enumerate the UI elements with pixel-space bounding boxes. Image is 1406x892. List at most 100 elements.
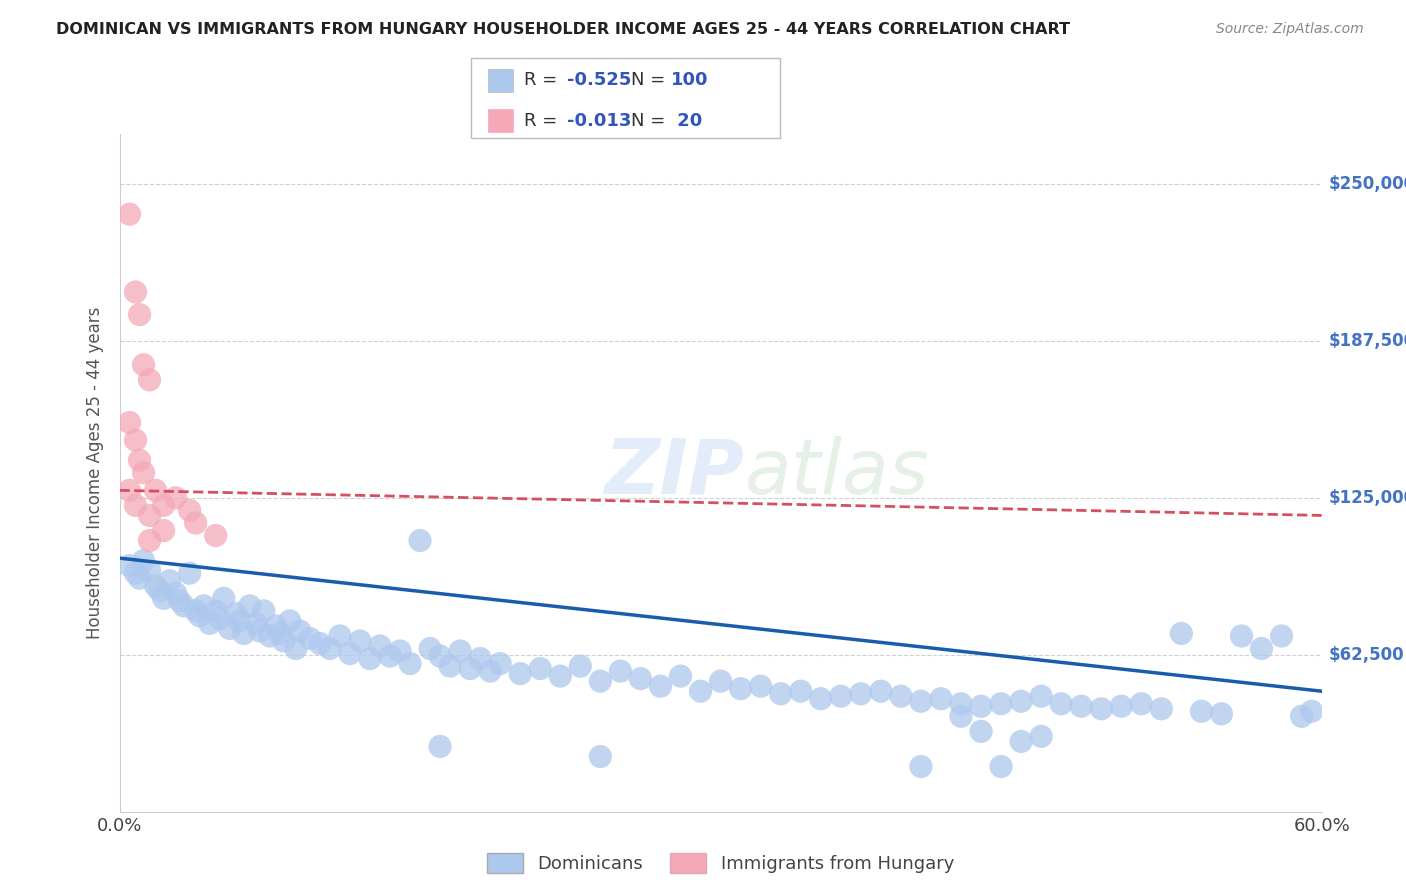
Point [550, 669, 572, 683]
Point [128, 571, 150, 585]
Point [609, 664, 631, 678]
Point [1291, 709, 1313, 723]
Text: ZIP: ZIP [605, 436, 745, 509]
Point [359, 651, 381, 665]
Y-axis label: Householder Income Ages 25 - 44 years: Householder Income Ages 25 - 44 years [86, 307, 104, 639]
Point [284, 641, 307, 656]
Point [569, 659, 592, 673]
Point [479, 664, 502, 678]
Point [329, 629, 352, 643]
Point [849, 687, 872, 701]
Point [429, 739, 451, 754]
Point [149, 583, 172, 598]
Point [124, 285, 146, 299]
Text: atlas: atlas [745, 436, 929, 509]
Point [1170, 626, 1192, 640]
Point [124, 433, 146, 447]
Text: N =: N = [631, 112, 671, 129]
Point [218, 622, 240, 636]
Point [145, 483, 167, 498]
Point [152, 591, 174, 606]
Point [890, 690, 912, 704]
Point [1029, 690, 1052, 704]
Point [228, 614, 252, 628]
Point [950, 709, 973, 723]
Point [468, 651, 492, 665]
Text: R =: R = [524, 71, 564, 89]
Text: N =: N = [631, 71, 671, 89]
Point [689, 684, 711, 698]
Point [1010, 734, 1032, 748]
Point [132, 358, 155, 372]
Point [152, 524, 174, 538]
Point [1250, 641, 1272, 656]
Point [273, 634, 295, 648]
Point [790, 684, 813, 698]
Point [208, 611, 231, 625]
Point [253, 604, 276, 618]
Point [128, 308, 150, 322]
Point [169, 594, 191, 608]
Point [1191, 704, 1213, 718]
Point [184, 516, 207, 530]
Point [179, 566, 201, 581]
Point [368, 639, 391, 653]
Legend: Dominicans, Immigrants from Hungary: Dominicans, Immigrants from Hungary [479, 846, 962, 880]
Point [1070, 699, 1092, 714]
Point [449, 644, 471, 658]
Point [388, 644, 412, 658]
Point [145, 579, 167, 593]
Text: $125,000: $125,000 [1329, 489, 1406, 507]
Point [193, 599, 215, 613]
Point [910, 694, 932, 708]
Point [1301, 704, 1323, 718]
Point [1230, 629, 1253, 643]
Point [152, 499, 174, 513]
Point [1211, 706, 1233, 721]
Text: -0.525: -0.525 [567, 71, 631, 89]
Point [1050, 697, 1073, 711]
Point [159, 574, 181, 588]
Point [970, 699, 993, 714]
Point [339, 647, 361, 661]
Point [709, 674, 731, 689]
Point [188, 608, 211, 623]
Point [749, 679, 772, 693]
Point [132, 554, 155, 568]
Point [264, 619, 287, 633]
Point [138, 533, 160, 548]
Point [118, 558, 141, 573]
Point [950, 697, 973, 711]
Point [589, 674, 612, 689]
Point [212, 591, 235, 606]
Point [378, 648, 401, 663]
Point [910, 759, 932, 773]
Point [830, 690, 852, 704]
Point [128, 453, 150, 467]
Point [970, 724, 993, 739]
Point [225, 607, 247, 621]
Point [1271, 629, 1294, 643]
Point [810, 691, 832, 706]
Point [439, 659, 461, 673]
Point [869, 684, 893, 698]
Point [118, 207, 141, 221]
Point [990, 697, 1012, 711]
Point [278, 614, 301, 628]
Point [124, 499, 146, 513]
Text: $62,500: $62,500 [1329, 646, 1405, 664]
Point [165, 491, 187, 505]
Point [929, 691, 952, 706]
Point [489, 657, 512, 671]
Point [630, 672, 652, 686]
Point [239, 599, 262, 613]
Text: 100: 100 [671, 71, 709, 89]
Point [173, 599, 195, 613]
Point [259, 629, 281, 643]
Text: -0.013: -0.013 [567, 112, 631, 129]
Text: Source: ZipAtlas.com: Source: ZipAtlas.com [1216, 22, 1364, 37]
Point [1130, 697, 1153, 711]
Text: 20: 20 [671, 112, 702, 129]
Point [118, 416, 141, 430]
Point [232, 626, 254, 640]
